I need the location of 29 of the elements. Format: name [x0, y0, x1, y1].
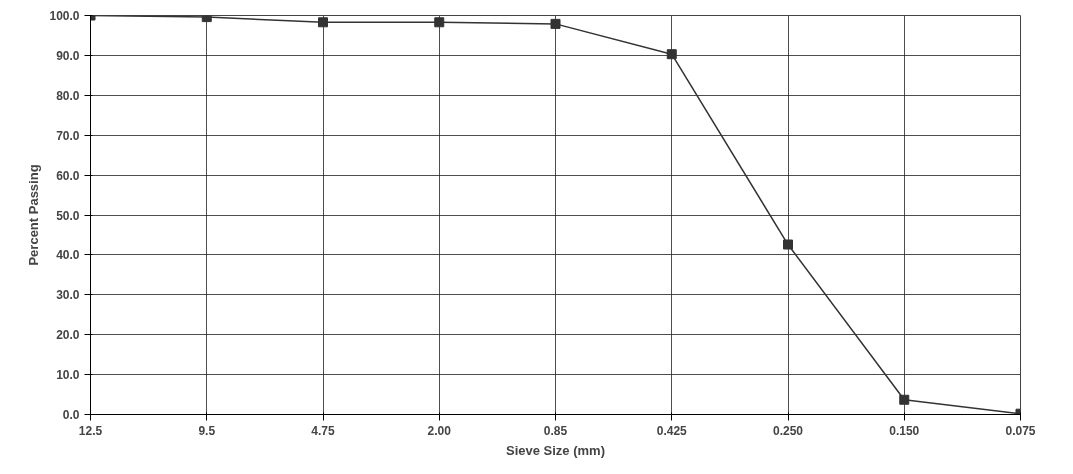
y-tick-label: 30.0 — [56, 288, 80, 303]
y-tick-label: 100.0 — [49, 9, 80, 23]
x-tick-label: 12.5 — [78, 423, 103, 438]
y-tick-label: 50.0 — [56, 208, 80, 223]
point — [318, 17, 328, 28]
y-tick-label: 90.0 — [56, 48, 80, 63]
x-tick-label: 0.075 — [1005, 423, 1036, 438]
x-tick-label: 4.75 — [311, 423, 335, 438]
y-tick-label: 10.0 — [56, 368, 80, 383]
x-tick-label: 0.150 — [889, 423, 920, 438]
point — [550, 18, 561, 29]
point — [783, 239, 793, 250]
x-tick-label: 0.250 — [772, 423, 804, 438]
x-tick-label: 0.85 — [543, 423, 568, 438]
x-axis-title: Sieve Size (mm) — [506, 442, 606, 458]
y-tick-label: 80.0 — [56, 88, 80, 103]
y-tick-label: 20.0 — [56, 328, 80, 343]
point — [666, 49, 677, 60]
x-tick-label: 9.5 — [198, 423, 216, 438]
y-tick-label: 60.0 — [56, 168, 80, 183]
x-tick-label: 2.00 — [427, 423, 452, 438]
point — [201, 15, 212, 23]
y-axis-title: Percent Passing — [26, 164, 42, 266]
y-tick-label: 40.0 — [56, 248, 80, 263]
point — [434, 17, 445, 28]
y-tick-label: 0.0 — [62, 408, 80, 422]
y-tick-label: 70.0 — [56, 128, 80, 143]
point — [899, 394, 910, 405]
x-tick-label: 0.425 — [656, 423, 688, 438]
